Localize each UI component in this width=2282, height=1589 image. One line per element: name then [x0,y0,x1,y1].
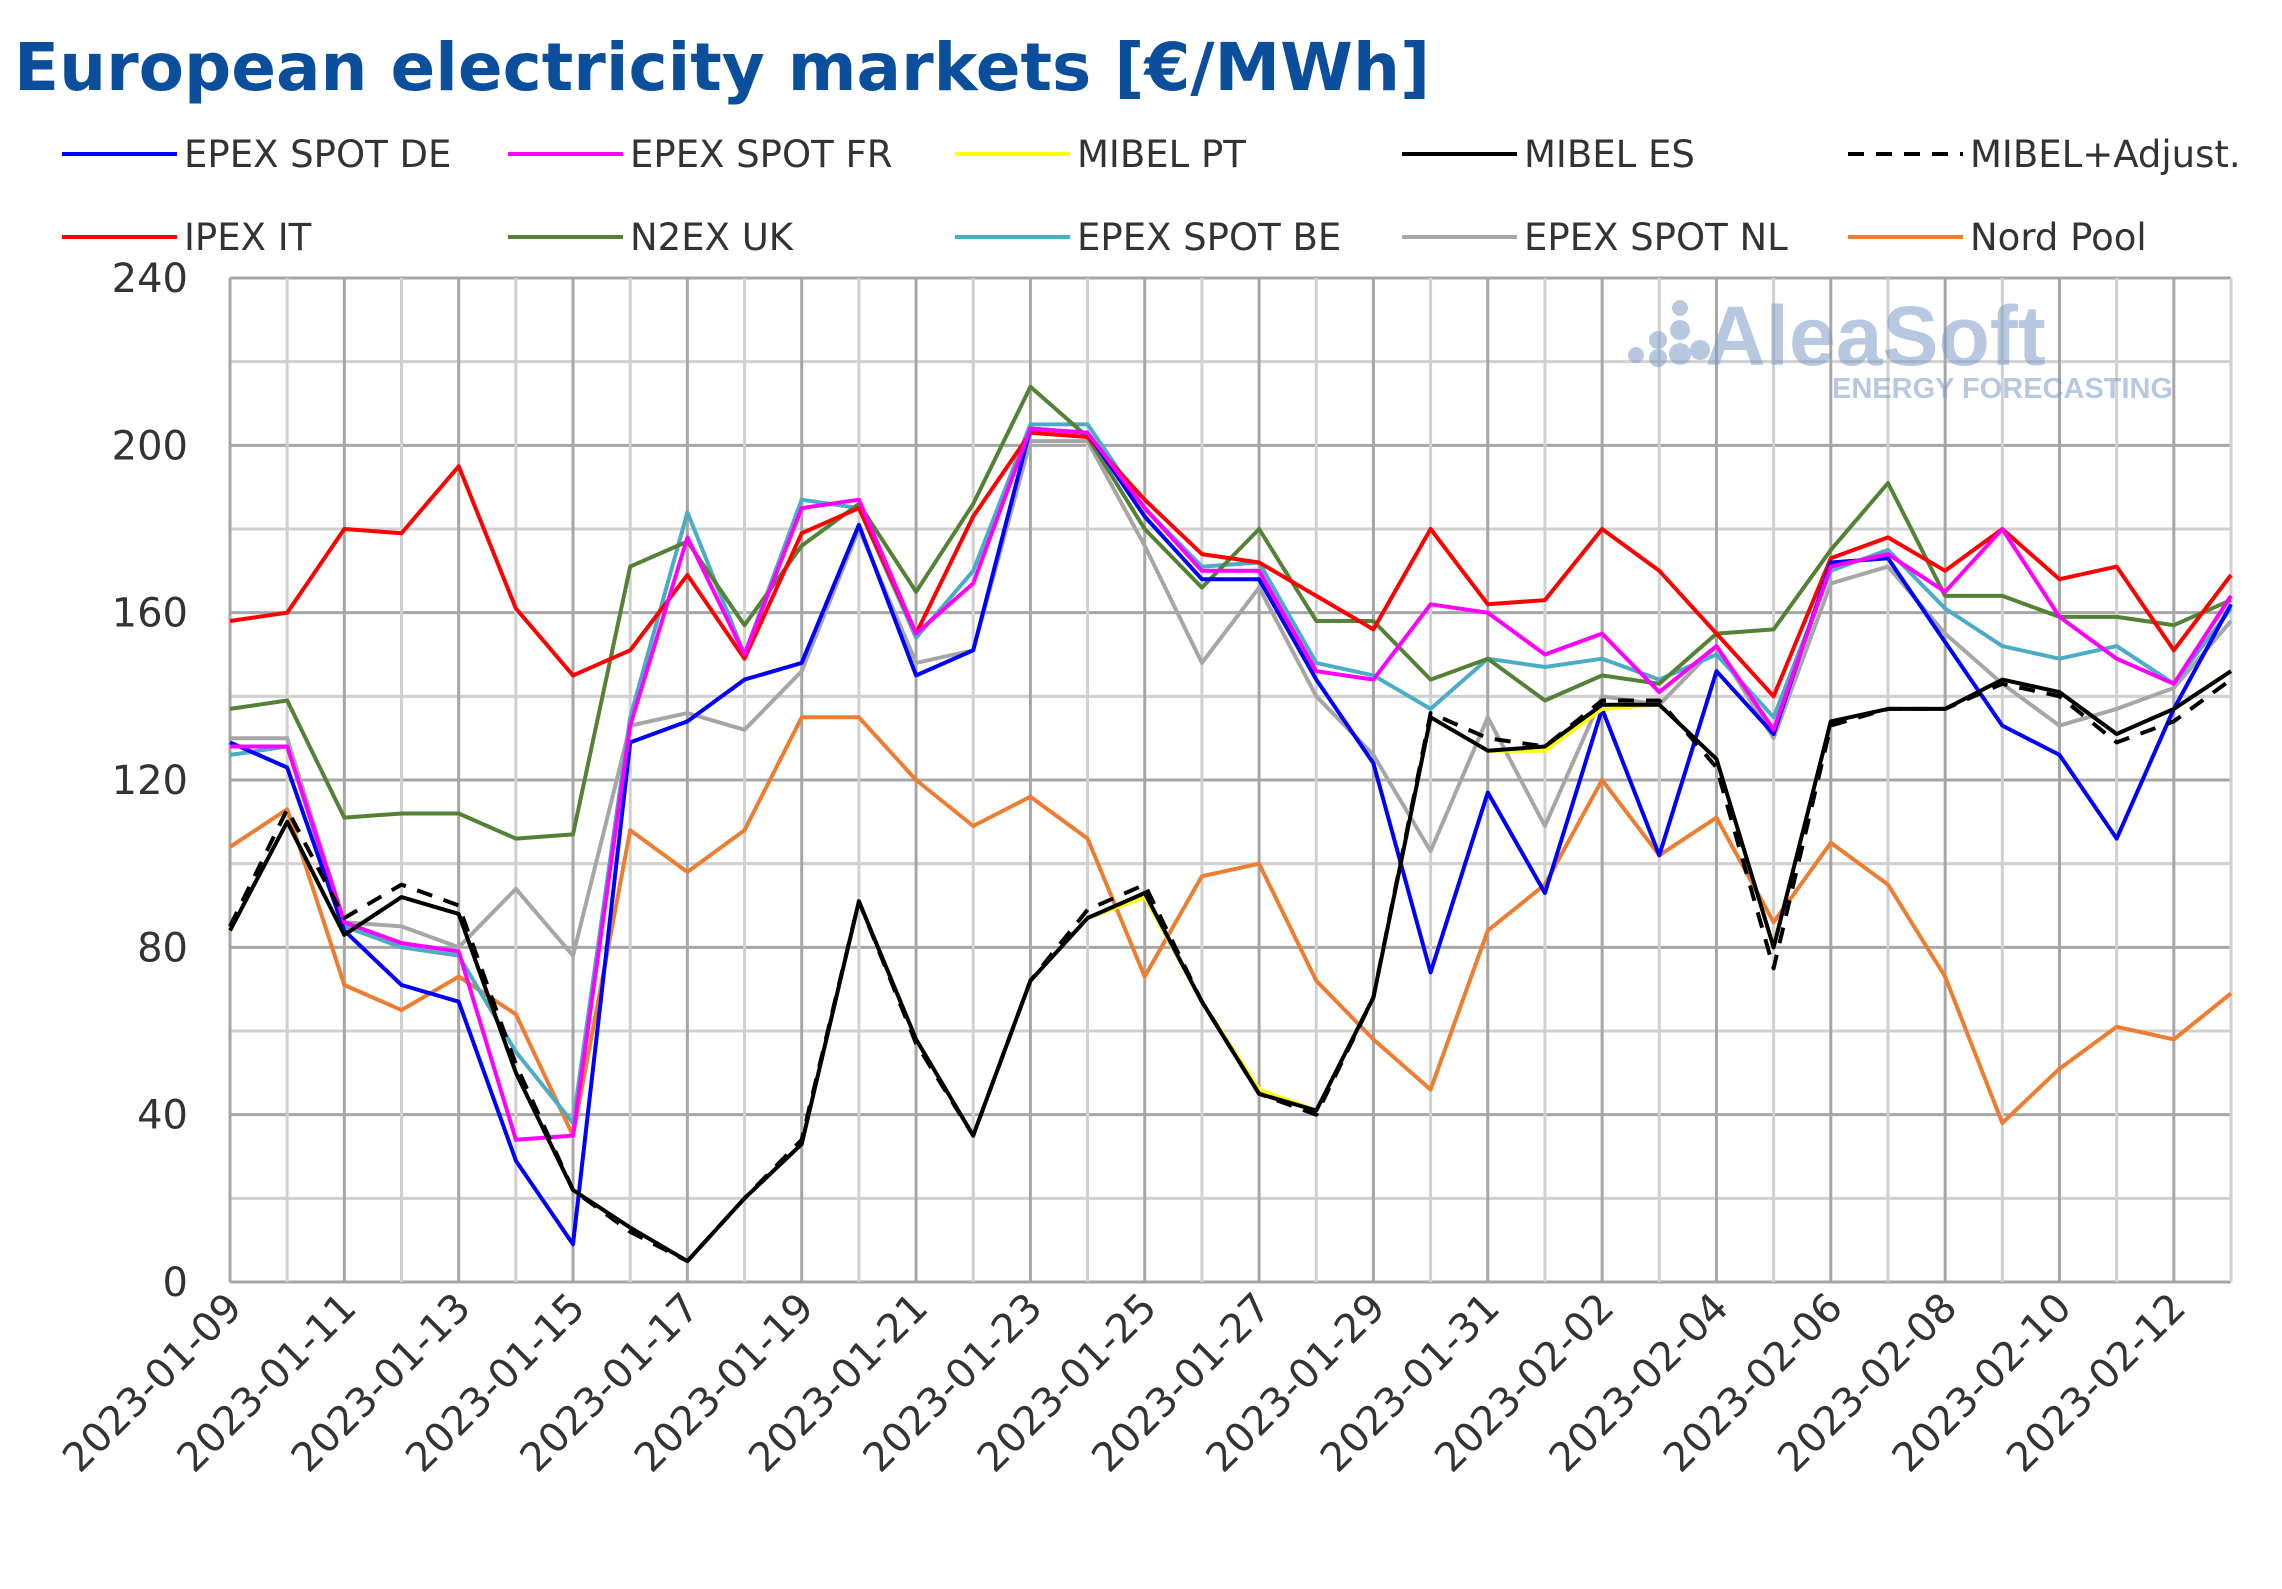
aleasoft-logo: AleaSoft ENERGY FORECASTING [1628,289,2173,405]
legend-label: MIBEL+Adjust. [1970,133,2241,176]
y-tick-label: 240 [112,256,188,302]
y-axis: 0 40 80 120 160 200 240 [112,256,188,1306]
legend-label: MIBEL PT [1077,133,1246,176]
grid [228,276,2233,1284]
legend-label: EPEX SPOT BE [1077,216,1341,259]
series-line-nord-pool [228,715,2233,1138]
chart-title: European electricity markets [€/MWh] [14,29,1430,106]
logo-name: AleaSoft [1705,289,2046,383]
series-line-epex-spot-fr [230,426,2233,1142]
y-tick-label: 80 [137,925,188,971]
y-tick-label: 200 [112,423,188,469]
legend-label: IPEX IT [184,216,312,259]
series-line-epex-spot-de [229,426,2233,1247]
y-tick-label: 160 [112,591,188,637]
legend-label: EPEX SPOT DE [184,133,451,176]
legend-label: EPEX SPOT FR [630,133,892,176]
legend-label: N2EX UK [630,216,795,259]
legend-label: Nord Pool [1970,216,2147,259]
legend: EPEX SPOT DE EPEX SPOT FR MIBEL PT MIBEL ES… [62,133,2241,259]
series-lines [228,384,2233,1264]
y-tick-label: 40 [137,1093,188,1139]
series-line-ipex-it [229,430,2233,699]
series-line-mibel-es [228,669,2233,1264]
series-line-epex-spot-nl [230,439,2233,958]
logo-tagline: ENERGY FORECASTING [1832,373,2173,405]
series-line-mibel-pt [228,669,2233,1264]
series-line-mibel-adjust [228,677,2233,1264]
legend-label: MIBEL ES [1524,133,1695,176]
logo-dots-icon [1628,300,1710,367]
x-axis: 2023-01-092023-01-112023-01-132023-01-15… [54,1285,2195,1482]
y-tick-label: 120 [112,758,188,804]
y-tick-label: 0 [163,1260,188,1306]
legend-label: EPEX SPOT NL [1524,216,1788,259]
